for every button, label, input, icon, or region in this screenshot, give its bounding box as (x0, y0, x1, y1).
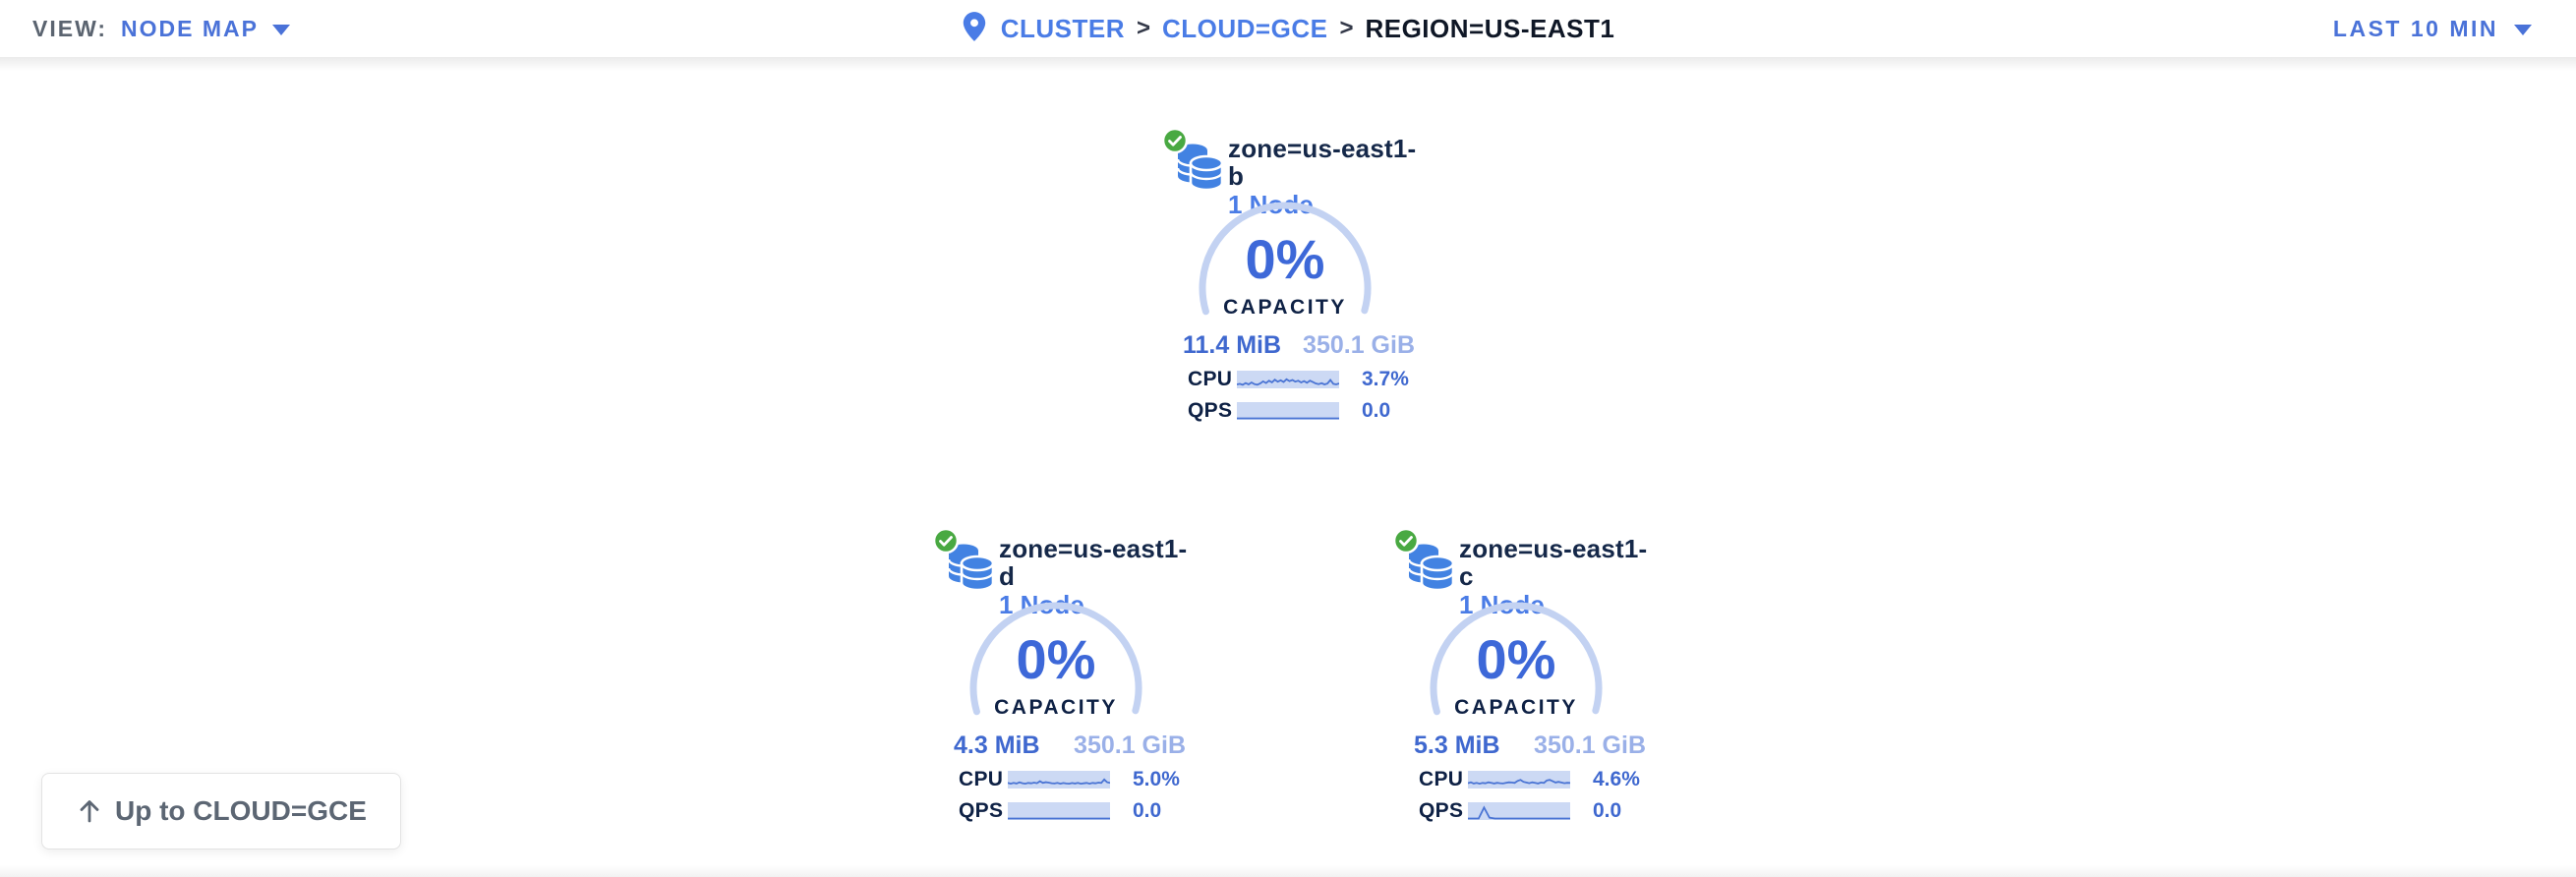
capacity-gauge-arc (1199, 202, 1372, 375)
view-label: VIEW: (32, 15, 108, 41)
capacity-caption: CAPACITY (1454, 696, 1578, 719)
capacity-percent: 0% (1245, 228, 1325, 290)
header-divider (0, 57, 2576, 71)
time-range-dropdown[interactable]: LAST 10 MIN (2333, 0, 2532, 57)
location-pin-icon (963, 12, 985, 41)
zone-card-header: zone=us-east1-d 1 Node (918, 527, 1194, 619)
chevron-down-icon (271, 25, 290, 35)
qps-label: QPS (1419, 799, 1464, 822)
map-bottom-fade (0, 865, 2576, 877)
capacity-range: 5.3 MiB 350.1 GiB (1378, 731, 1654, 760)
breadcrumb-separator: > (1339, 15, 1354, 41)
capacity-used: 4.3 MiB (954, 731, 1040, 759)
qps-value: 0.0 (1593, 799, 1622, 822)
capacity-percent: 0% (1016, 628, 1096, 690)
breadcrumb-current-region: REGION=US-EAST1 (1365, 13, 1615, 43)
zone-icon-block (932, 527, 995, 590)
zone-card-header: zone=us-east1-b 1 Node (1147, 127, 1423, 219)
qps-value: 0.0 (1362, 399, 1391, 422)
view-value: NODE MAP (121, 15, 259, 41)
capacity-caption: CAPACITY (1223, 296, 1347, 319)
capacity-gauge: 0% CAPACITY (1430, 602, 1603, 775)
capacity-gauge-arc (1430, 602, 1603, 775)
chevron-down-icon (2514, 25, 2532, 35)
cpu-sparkline (1008, 771, 1110, 789)
database-stack-icon (1176, 144, 1224, 190)
breadcrumb-cloud-gce[interactable]: CLOUD=GCE (1161, 13, 1328, 43)
qps-sparkline (1008, 802, 1110, 820)
qps-row: QPS 0.0 (959, 799, 1194, 823)
zone-name: zone=us-east1-d (999, 534, 1188, 591)
breadcrumb: CLUSTER > CLOUD=GCE > REGION=US-EAST1 (0, 0, 2576, 57)
cpu-value: 5.0% (1133, 768, 1180, 790)
up-arrow-icon (80, 800, 99, 823)
database-stack-icon (947, 544, 995, 590)
capacity-gauge-center: 0% CAPACITY (1430, 629, 1603, 720)
cpu-label: CPU (959, 768, 1004, 790)
zone-icon-block (1392, 527, 1455, 590)
breadcrumb-cluster[interactable]: CLUSTER (1000, 13, 1125, 43)
cpu-value: 3.7% (1362, 368, 1409, 390)
capacity-gauge-arc (969, 602, 1142, 775)
healthy-check-icon (1392, 527, 1420, 555)
qps-sparkline (1468, 802, 1570, 820)
zone-icon-block (1161, 127, 1224, 190)
capacity-gauge-center: 0% CAPACITY (969, 629, 1142, 720)
node-map-canvas: zone=us-east1-b 1 Node 0% CAPACITY 11.4 … (0, 57, 2576, 877)
qps-sparkline (1237, 402, 1339, 420)
capacity-caption: CAPACITY (994, 696, 1118, 719)
view-dropdown[interactable]: VIEW: NODE MAP (32, 0, 290, 57)
healthy-check-icon (932, 527, 960, 555)
capacity-used: 5.3 MiB (1414, 731, 1500, 759)
breadcrumb-separator: > (1136, 15, 1150, 41)
cpu-sparkline (1237, 371, 1339, 388)
qps-label: QPS (1188, 399, 1233, 422)
capacity-total: 350.1 GiB (1074, 731, 1186, 759)
capacity-used: 11.4 MiB (1183, 331, 1282, 359)
qps-row: QPS 0.0 (1419, 799, 1654, 823)
zone-title-text: zone=us-east1-c 1 Node (1459, 527, 1654, 619)
healthy-check-icon (1161, 127, 1189, 154)
cpu-row: CPU 5.0% (959, 768, 1194, 791)
cpu-row: CPU 3.7% (1188, 368, 1423, 391)
capacity-gauge-center: 0% CAPACITY (1199, 229, 1372, 320)
zone-card[interactable]: zone=us-east1-c 1 Node 0% CAPACITY 5.3 M… (1378, 527, 1654, 823)
capacity-total: 350.1 GiB (1303, 331, 1415, 359)
capacity-gauge: 0% CAPACITY (1199, 202, 1372, 375)
capacity-total: 350.1 GiB (1534, 731, 1646, 759)
cpu-value: 4.6% (1593, 768, 1640, 790)
zone-card[interactable]: zone=us-east1-d 1 Node 0% CAPACITY 4.3 M… (918, 527, 1194, 823)
qps-value: 0.0 (1133, 799, 1162, 822)
zone-name: zone=us-east1-c (1459, 534, 1648, 591)
qps-row: QPS 0.0 (1188, 399, 1423, 423)
zone-name: zone=us-east1-b (1228, 134, 1417, 191)
cpu-row: CPU 4.6% (1419, 768, 1654, 791)
up-to-cloud-button[interactable]: Up to CLOUD=GCE (41, 773, 401, 849)
zone-card[interactable]: zone=us-east1-b 1 Node 0% CAPACITY 11.4 … (1147, 127, 1423, 423)
zone-card-header: zone=us-east1-c 1 Node (1378, 527, 1654, 619)
capacity-gauge: 0% CAPACITY (969, 602, 1142, 775)
cpu-label: CPU (1188, 368, 1233, 390)
cpu-label: CPU (1419, 768, 1464, 790)
cpu-sparkline (1468, 771, 1570, 789)
capacity-range: 4.3 MiB 350.1 GiB (918, 731, 1194, 760)
up-button-label: Up to CLOUD=GCE (115, 795, 367, 826)
qps-label: QPS (959, 799, 1004, 822)
top-bar: VIEW: NODE MAP CLUSTER > CLOUD=GCE > REG… (0, 0, 2576, 57)
time-range-value: LAST 10 MIN (2332, 15, 2498, 41)
capacity-percent: 0% (1476, 628, 1556, 690)
capacity-range: 11.4 MiB 350.1 GiB (1147, 331, 1423, 360)
